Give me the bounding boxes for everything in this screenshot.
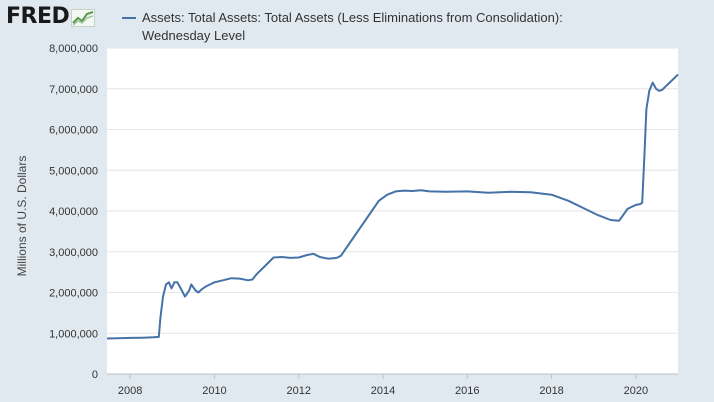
fred-logo[interactable]: FRED (6, 4, 96, 29)
y-tick-label: 4,000,000 (49, 206, 98, 218)
x-axis-ticks: 2008 2010 2012 2014 2016 2018 2020 (118, 374, 648, 397)
y-tick-label: 2,000,000 (49, 288, 98, 300)
gridlines (107, 47, 678, 375)
y-tick-label: 8,000,000 (49, 43, 98, 55)
chart-line-icon (71, 9, 96, 27)
chart-legend[interactable]: Assets: Total Assets: Total Assets (Less… (122, 9, 572, 45)
y-tick-label: 7,000,000 (49, 84, 98, 96)
series-line[interactable] (106, 73, 679, 340)
x-tick-label: 2020 (624, 385, 648, 397)
x-tick-label: 2008 (118, 385, 142, 397)
x-tick-label: 2016 (455, 385, 479, 397)
y-tick-label: 0 (92, 369, 98, 381)
x-tick-label: 2012 (286, 385, 310, 397)
y-axis-label: Millions of U.S. Dollars (15, 155, 29, 277)
legend-series-name: Assets: Total Assets: Total Assets (Less… (142, 10, 563, 43)
y-tick-label: 3,000,000 (49, 247, 98, 259)
logo-text: FRED (6, 4, 70, 29)
x-tick-label: 2010 (202, 385, 226, 397)
y-tick-label: 5,000,000 (49, 165, 98, 177)
y-tick-label: 1,000,000 (49, 328, 98, 340)
x-tick-label: 2014 (371, 385, 395, 397)
y-tick-label: 6,000,000 (49, 125, 98, 137)
legend-swatch (122, 17, 136, 19)
x-tick-label: 2018 (539, 385, 563, 397)
y-axis-ticks: 0 1,000,000 2,000,000 3,000,000 4,000,000 5,0… (49, 43, 98, 381)
chart-header: FRED Assets: Total Assets: Total Assets … (0, 0, 714, 44)
